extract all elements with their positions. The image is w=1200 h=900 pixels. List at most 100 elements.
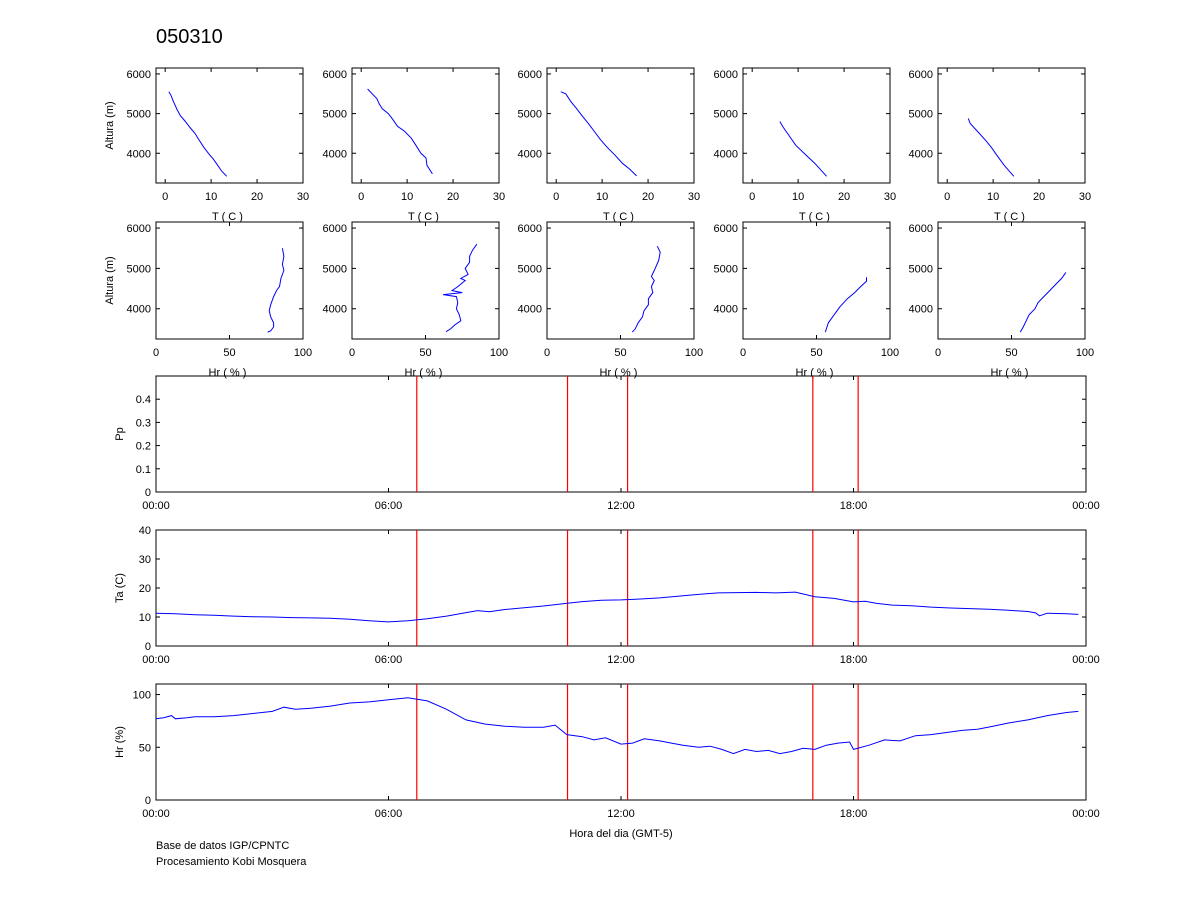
x-tick-label: 10: [401, 191, 413, 203]
x-tick-label: 0: [935, 347, 941, 359]
y-axis-label: Pp: [114, 427, 126, 440]
plot-frame: [351, 221, 500, 340]
x-tick-label: 50: [614, 347, 626, 359]
y-tick-label: 6000: [714, 223, 738, 235]
y-axis-label: Hr (%): [114, 726, 126, 758]
y-tick-label: 6000: [323, 223, 347, 235]
x-tick-label: 00:00: [142, 808, 170, 820]
y-tick-label: 4000: [518, 304, 542, 316]
x-tick-label: 20: [1033, 191, 1045, 203]
x-tick-label: 00:00: [1072, 654, 1100, 666]
series-line: [560, 91, 637, 177]
x-tick-label: 50: [419, 347, 431, 359]
x-tick-label: 100: [685, 347, 703, 359]
y-tick-label: 6000: [714, 69, 738, 81]
series-line: [267, 248, 285, 333]
x-tick-label: 06:00: [375, 654, 403, 666]
y-tick-label: 0: [145, 641, 151, 653]
y-tick-label: 0.3: [136, 417, 151, 429]
y-axis-label: Ta (C): [114, 573, 126, 603]
x-tick-label: 20: [447, 191, 459, 203]
series-line: [443, 243, 478, 333]
x-tick-label: 00:00: [142, 500, 170, 512]
y-tick-label: 5000: [323, 263, 347, 275]
y-tick-label: 6000: [323, 69, 347, 81]
y-tick-label: 6000: [909, 69, 933, 81]
panel-h1: 0 50 100 4000 5000 6000 Hr ( % ) Altura (m): [104, 221, 312, 379]
panel-t5: 0 10 20 30 4000 5000 6000 T ( C ): [909, 67, 1091, 223]
x-tick-label: 0: [162, 191, 168, 203]
panel-h5: 0 50 100 4000 5000 6000 Hr ( % ): [909, 221, 1094, 379]
y-axis-label: Altura (m): [104, 256, 116, 304]
x-tick-label: 0: [749, 191, 755, 203]
x-tick-label: 00:00: [142, 654, 170, 666]
x-axis-label: T ( C ): [212, 211, 243, 223]
series-line: [631, 245, 661, 333]
x-axis-label: Hora del dia (GMT-5): [569, 828, 672, 840]
y-tick-label: 0: [145, 487, 151, 499]
y-tick-label: 5000: [518, 263, 542, 275]
y-tick-label: 10: [139, 612, 151, 624]
y-tick-label: 5000: [518, 109, 542, 121]
series-line: [155, 697, 1079, 755]
x-tick-label: 00:00: [1072, 808, 1100, 820]
y-tick-label: 5000: [127, 109, 151, 121]
x-tick-label: 20: [642, 191, 654, 203]
x-tick-label: 10: [987, 191, 999, 203]
y-tick-label: 30: [139, 554, 151, 566]
x-tick-label: 18:00: [840, 500, 868, 512]
x-tick-label: 100: [881, 347, 899, 359]
x-tick-label: 30: [297, 191, 309, 203]
credit-database: Base de datos IGP/CPNTC: [156, 840, 290, 852]
series-line: [168, 91, 228, 177]
y-tick-label: 6000: [518, 69, 542, 81]
y-tick-label: 6000: [518, 223, 542, 235]
y-tick-label: 40: [139, 525, 151, 537]
panel-t1: 0 10 20 30 4000 5000 6000 T ( C ) Altura (m): [104, 67, 309, 223]
y-tick-label: 0.4: [136, 394, 151, 406]
panel-t3: 0 10 20 30 4000 5000 6000 T ( C ): [518, 67, 700, 223]
y-tick-label: 6000: [909, 223, 933, 235]
x-axis-label: Hr ( % ): [991, 367, 1029, 379]
x-axis-label: T ( C ): [994, 211, 1025, 223]
y-tick-label: 50: [139, 742, 151, 754]
panel-t2: 0 10 20 30 4000 5000 6000 T ( C ): [323, 67, 505, 223]
y-tick-label: 0.1: [136, 464, 151, 476]
x-tick-label: 0: [153, 347, 159, 359]
y-tick-label: 4000: [909, 304, 933, 316]
x-tick-label: 10: [792, 191, 804, 203]
x-axis-label: Hr ( % ): [796, 367, 834, 379]
y-axis-label: Altura (m): [104, 101, 116, 149]
panel-h2: 0 50 100 4000 5000 6000 Hr ( % ): [323, 221, 508, 379]
x-tick-label: 10: [205, 191, 217, 203]
plot-frame: [155, 375, 1087, 493]
x-tick-label: 12:00: [607, 808, 635, 820]
x-axis-label: T ( C ): [799, 211, 830, 223]
x-tick-label: 30: [493, 191, 505, 203]
plot-frame: [155, 529, 1087, 647]
y-tick-label: 4000: [127, 304, 151, 316]
y-tick-label: 4000: [909, 148, 933, 160]
plot-frame: [937, 67, 1086, 184]
x-tick-label: 0: [553, 191, 559, 203]
y-tick-label: 4000: [127, 148, 151, 160]
y-tick-label: 5000: [714, 109, 738, 121]
x-tick-label: 50: [223, 347, 235, 359]
x-tick-label: 100: [490, 347, 508, 359]
x-tick-label: 06:00: [375, 808, 403, 820]
x-tick-label: 18:00: [840, 654, 868, 666]
plot-frame: [351, 67, 500, 184]
x-tick-label: 100: [294, 347, 312, 359]
plot-frame: [937, 221, 1086, 340]
x-tick-label: 12:00: [607, 500, 635, 512]
x-tick-label: 20: [251, 191, 263, 203]
x-tick-label: 18:00: [840, 808, 868, 820]
series-line: [155, 591, 1079, 623]
x-tick-label: 50: [810, 347, 822, 359]
x-tick-label: 12:00: [607, 654, 635, 666]
x-axis-label: Hr ( % ): [600, 367, 638, 379]
x-axis-label: Hr ( % ): [209, 367, 247, 379]
